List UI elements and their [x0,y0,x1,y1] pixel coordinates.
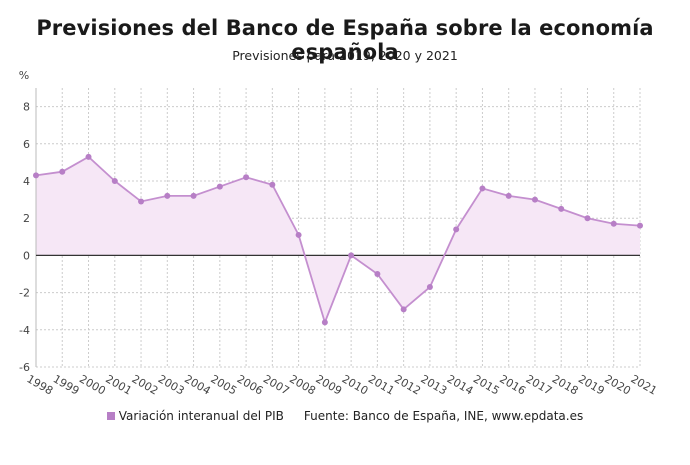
data-point [243,174,250,181]
axis-layer [35,88,640,367]
data-point [216,183,223,190]
data-point [374,271,381,277]
data-point [637,222,643,229]
y-tick-label: 0 [23,249,30,262]
y-tick-label: 2 [23,212,30,225]
data-point [321,319,328,326]
x-tick-label: 2014 [445,372,476,397]
chart-subtitle: Previsiones para 2019, 2020 y 2021 [232,48,458,63]
data-point [85,153,92,160]
data-point [164,192,171,199]
y-axis-unit: % [19,69,29,82]
legend-series-label: Variación interanual del PIB [118,409,284,423]
data-point [584,215,591,222]
x-tick-label: 2008 [287,372,318,397]
data-point [558,205,565,212]
data-point [531,196,538,203]
x-tick-label: 2020 [602,372,633,397]
x-tick-label: 2021 [629,372,660,397]
source-note: Fuente: Banco de España, INE, www.epdata… [303,409,584,423]
data-point [505,192,512,199]
x-tick-label: 2001 [103,372,134,397]
x-tick-label: 2003 [156,372,187,397]
y-tick-label: 8 [23,101,30,114]
x-tick-label: 2017 [523,372,554,397]
series-line [35,155,641,326]
y-tick-label: 4 [23,175,30,188]
x-tick-label: 2004 [182,372,213,397]
x-tick-label: 1998 [25,372,56,397]
x-tick-label: 2015 [471,372,502,397]
data-point [348,252,355,259]
x-tick-label: 2019 [576,372,607,397]
data-point [295,231,302,238]
x-tick-label: 2010 [340,372,371,397]
x-tick-label: 2002 [130,372,161,397]
x-tick-label: 2005 [208,372,239,397]
y-tick-label: -6 [19,361,30,374]
legend: Variación interanual del PIB Fuente: Banc… [0,409,690,423]
data-point [59,168,66,175]
chart-title: Previsiones del Banco de España sobre la… [36,16,654,64]
x-tick-label: 2018 [550,372,581,397]
line-layer [35,155,641,326]
data-point [138,198,145,205]
data-point [400,306,407,313]
data-point [453,226,460,233]
y-tick-label: -4 [19,324,30,337]
data-point [111,178,118,184]
data-point [269,181,276,188]
data-point [479,185,486,192]
y-tick-label: -2 [19,287,30,300]
marker-layer [33,153,643,326]
data-point [190,192,197,199]
x-tick-label: 1999 [51,372,82,397]
x-tick-label: 2006 [235,372,266,397]
x-tick-label: 2009 [313,372,344,397]
x-tick-label: 2011 [366,372,397,397]
x-tick-label: 2012 [392,372,423,397]
area-fill [36,156,640,323]
x-tick-label: 2007 [261,372,292,397]
data-point [426,284,433,291]
data-point [33,172,39,179]
legend-swatch [106,412,115,420]
x-tick-label: 2016 [497,372,528,397]
x-tick-label: 2000 [77,372,108,397]
data-point [610,220,617,227]
area-layer [36,156,640,323]
x-tick-label: 2013 [418,372,449,397]
y-tick-label: 6 [23,138,30,151]
